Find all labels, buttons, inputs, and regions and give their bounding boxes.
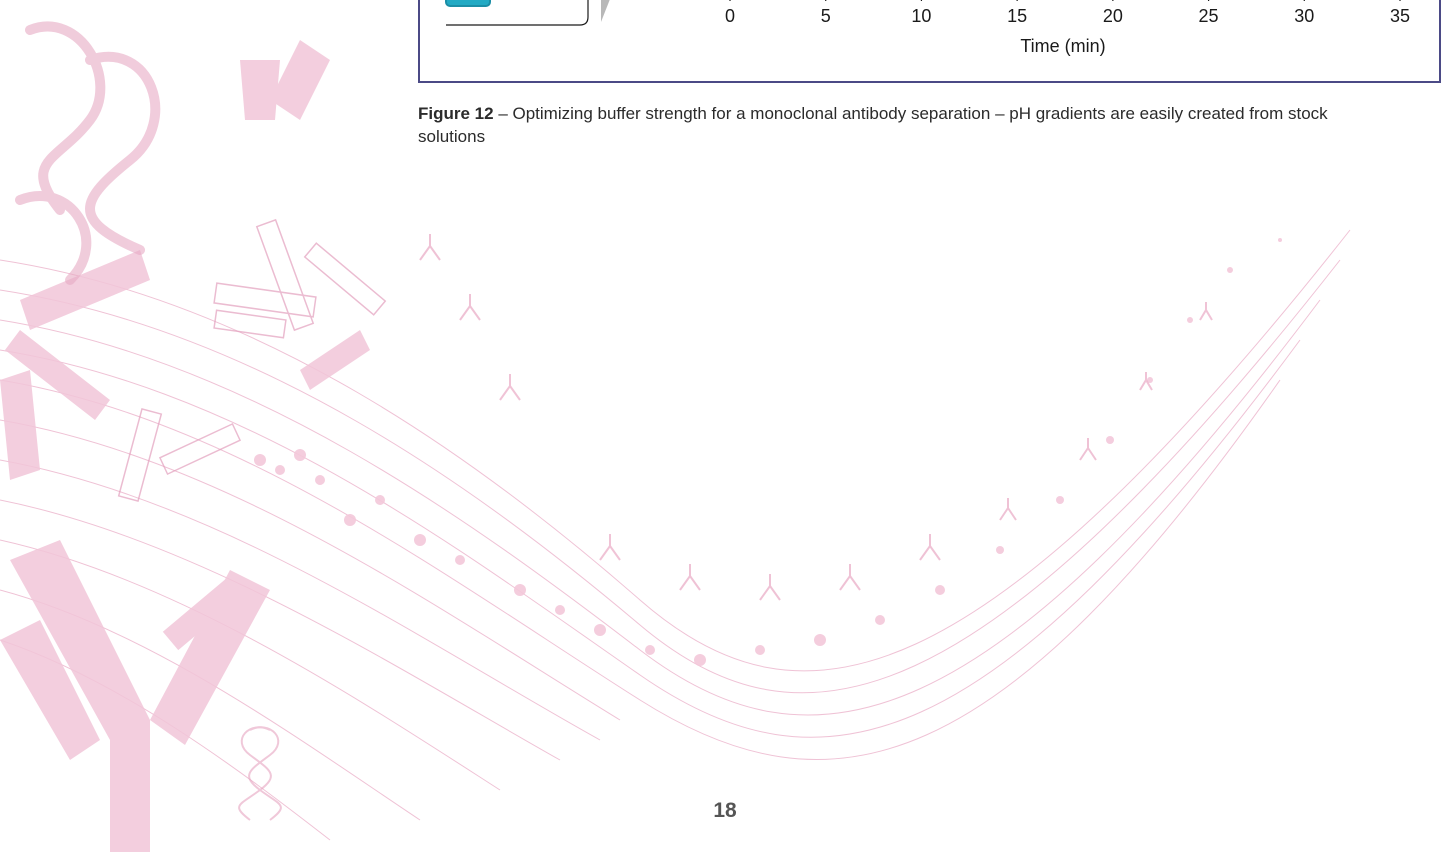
chromatogram-chart: 0 5 10 15 20 25 30 35 Time (min) [445, 0, 1410, 56]
page-number: 18 [713, 799, 737, 822]
chart-frame: 0 5 10 15 20 25 30 35 Time (min) [418, 0, 1441, 83]
legend-swatch [445, 0, 491, 7]
gradient-wedge [601, 0, 610, 22]
figure-caption: Figure 12 – Optimizing buffer strength f… [418, 102, 1378, 148]
x-axis-ticks [729, 0, 1401, 1]
x-axis-label: Time (min) [1020, 36, 1105, 56]
figure-label: Figure 12 [418, 104, 494, 123]
figure-caption-text: – Optimizing buffer strength for a monoc… [418, 104, 1328, 146]
x-tick-label: 15 [1007, 6, 1027, 26]
x-tick-label: 0 [725, 6, 735, 26]
x-axis-tick-labels: 0 5 10 15 20 25 30 35 [725, 6, 1410, 26]
x-tick-label: 25 [1199, 6, 1219, 26]
x-tick-label: 30 [1294, 6, 1314, 26]
legend-box [446, 0, 589, 26]
x-tick-label: 35 [1390, 6, 1410, 26]
x-tick-label: 20 [1103, 6, 1123, 26]
x-tick-label: 5 [821, 6, 831, 26]
x-tick-label: 10 [911, 6, 931, 26]
